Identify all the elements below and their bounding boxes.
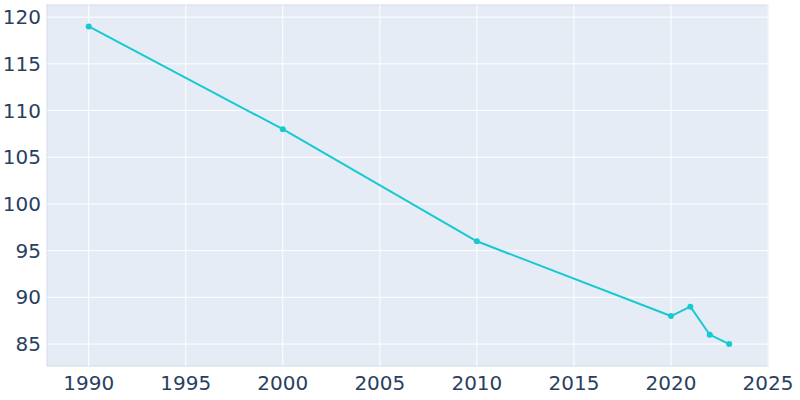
x-tick-label: 1995 <box>160 371 211 395</box>
x-grid-line <box>282 5 283 366</box>
x-grid-line <box>185 5 186 366</box>
point <box>86 23 92 29</box>
x-tick-label: 2000 <box>257 371 308 395</box>
series <box>86 23 732 347</box>
y-tick-label: 95 <box>16 239 41 263</box>
y-tick-label: 115 <box>3 52 41 76</box>
point <box>707 332 713 338</box>
y-grid-line <box>47 203 768 204</box>
line <box>89 26 729 344</box>
x-tick-label: 2020 <box>646 371 697 395</box>
point <box>668 313 674 319</box>
x-grid-line <box>476 5 477 366</box>
grid <box>47 5 768 366</box>
chart: 1990 1995 2000 2005 2010 2015 2020 2025 85 90 95 10… <box>0 0 800 400</box>
x-tick-label: 1990 <box>63 371 114 395</box>
y-tick-label: 110 <box>3 99 41 123</box>
y-grid-line <box>47 110 768 111</box>
tick-labels: 1990 1995 2000 2005 2010 2015 2020 2025 85 90 95 10… <box>3 5 794 395</box>
y-tick-label: 100 <box>3 192 41 216</box>
point <box>474 238 480 244</box>
y-grid-line <box>47 157 768 158</box>
x-tick-label: 2005 <box>354 371 405 395</box>
y-grid-line <box>47 250 768 251</box>
x-tick-label: 2010 <box>451 371 502 395</box>
y-grid-line <box>47 63 768 64</box>
x-grid-line <box>573 5 574 366</box>
x-grid-line <box>768 5 769 366</box>
y-grid-line <box>47 17 768 18</box>
y-grid-line <box>47 344 768 345</box>
x-tick-label: 2025 <box>743 371 794 395</box>
x-tick-label: 2015 <box>548 371 599 395</box>
point <box>687 304 693 310</box>
point <box>726 341 732 347</box>
point <box>280 126 286 132</box>
plot-area <box>47 5 768 366</box>
y-grid-line <box>47 297 768 298</box>
x-grid-line <box>88 5 89 366</box>
y-tick-label: 90 <box>16 285 41 309</box>
y-tick-label: 85 <box>16 332 41 356</box>
x-grid-line <box>670 5 671 366</box>
y-tick-label: 105 <box>3 145 41 169</box>
y-tick-label: 120 <box>3 5 41 29</box>
